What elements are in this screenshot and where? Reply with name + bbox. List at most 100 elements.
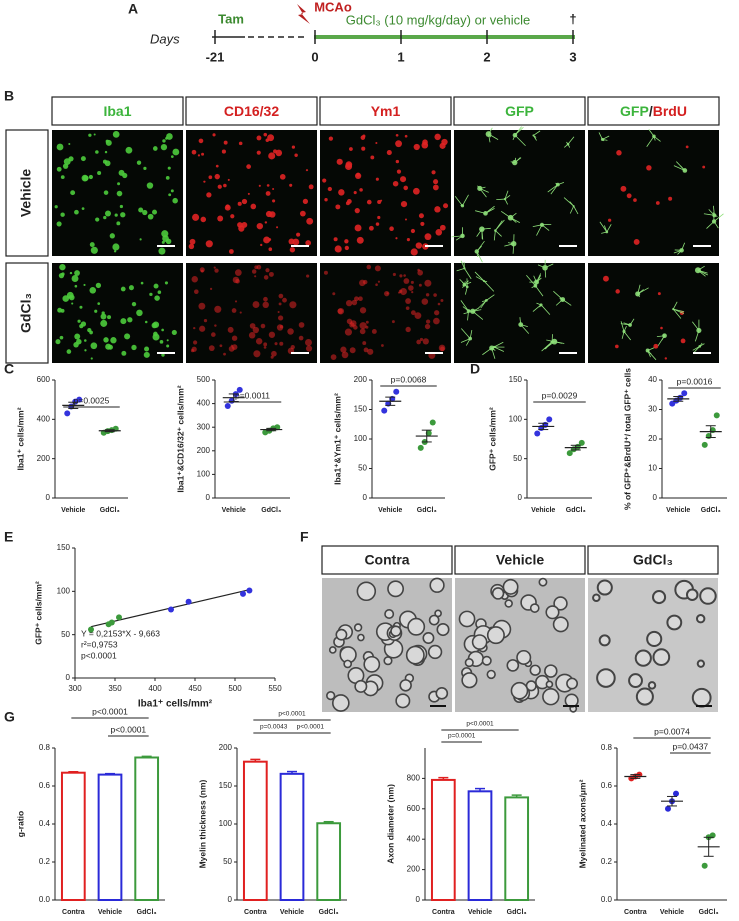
y-tick-label: 0.8 [601, 743, 613, 752]
y-tick-label: 0.6 [39, 781, 51, 790]
cell [366, 264, 372, 270]
x-tick-label: GdCl₃ [319, 909, 339, 916]
cell [333, 237, 338, 242]
cell [279, 325, 284, 329]
cell [105, 139, 109, 143]
axon [434, 609, 442, 618]
cell [424, 279, 432, 287]
cell [223, 352, 226, 356]
cell [338, 189, 345, 196]
y-tick-label: 150 [354, 405, 368, 414]
cell [443, 203, 449, 209]
cell [264, 221, 268, 224]
cell [410, 248, 418, 256]
cell [104, 210, 111, 217]
cell [153, 283, 159, 289]
cell [396, 169, 402, 174]
cell [125, 146, 133, 154]
cell [63, 158, 71, 166]
x-tick-label: 450 [188, 684, 202, 693]
cell [375, 283, 378, 286]
axon [647, 681, 657, 690]
cell [368, 225, 374, 231]
axon [652, 648, 671, 667]
cell-process [464, 268, 472, 280]
cell [474, 249, 480, 254]
cell-process [550, 184, 559, 195]
axon [545, 605, 560, 620]
column-header-part: BrdU [653, 103, 687, 119]
axon [516, 649, 532, 665]
cell [386, 150, 392, 156]
axon [529, 664, 541, 676]
cell [463, 267, 466, 270]
cell [350, 320, 357, 327]
column-header-box [51, 96, 184, 126]
axon [502, 578, 519, 595]
cell [416, 339, 421, 345]
cell [263, 342, 268, 347]
cell-process [493, 230, 496, 241]
em-header-box [454, 545, 586, 575]
cell [114, 213, 118, 217]
cell [270, 355, 274, 359]
cell [533, 283, 538, 288]
cell [353, 191, 357, 195]
cell [59, 335, 64, 340]
axon [363, 655, 381, 673]
bar [316, 822, 342, 901]
point [417, 444, 424, 451]
axon [399, 679, 412, 692]
cell [404, 134, 408, 138]
y-tick-label: 100 [354, 434, 368, 443]
cell [90, 342, 98, 350]
cell-process [461, 328, 471, 339]
cell [433, 293, 437, 297]
cell [191, 149, 197, 155]
cell [421, 141, 429, 149]
cell [425, 319, 431, 324]
y-tick-label: 0 [518, 493, 523, 502]
y-tick-label: 200 [354, 375, 368, 384]
axon [458, 610, 476, 628]
cell [299, 210, 306, 217]
cell [199, 325, 206, 332]
p-value: p=0.0437 [672, 741, 708, 751]
cell-process [540, 304, 551, 315]
axon [486, 669, 496, 680]
cell [620, 185, 627, 192]
cell [421, 298, 429, 305]
cell [354, 296, 359, 302]
row-header-box [5, 262, 49, 364]
cell [279, 174, 286, 180]
column-header-part: Iba1 [103, 103, 131, 119]
cell [512, 159, 518, 166]
panel-label: E [4, 529, 13, 545]
x-tick-label: Vehicle [378, 507, 402, 514]
cell [74, 284, 78, 288]
cell [203, 319, 208, 323]
cell [413, 143, 420, 151]
y-tick-label: 10 [648, 464, 657, 473]
axon [335, 628, 348, 641]
cell [89, 287, 97, 294]
column-header: CD16/32 [224, 103, 279, 119]
cell [306, 217, 314, 225]
cell [652, 134, 656, 139]
cell [278, 302, 282, 306]
cell [254, 275, 257, 278]
cell [377, 199, 382, 205]
y-tick-label: 40 [648, 375, 657, 384]
cell [375, 142, 378, 145]
cell [170, 189, 174, 193]
cell [403, 185, 409, 191]
cell [89, 330, 93, 335]
cell [100, 319, 108, 327]
cell [633, 239, 640, 245]
cell [510, 240, 517, 247]
cell-process [496, 198, 506, 200]
cell-process [493, 341, 504, 348]
cell [88, 174, 93, 180]
cell [250, 203, 257, 210]
cell [103, 215, 107, 220]
